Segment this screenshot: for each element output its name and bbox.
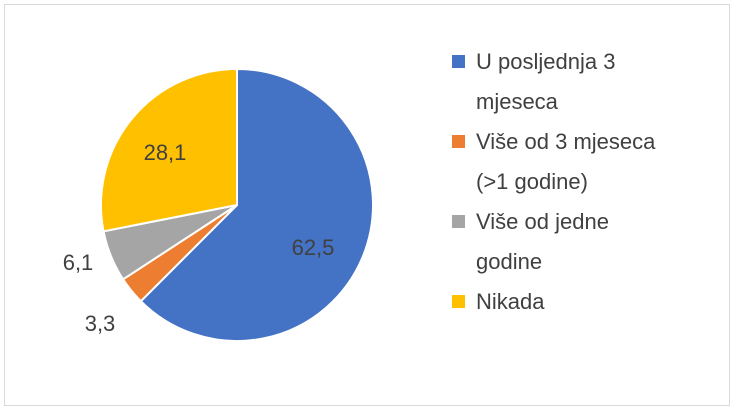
legend-label: Više od jedne <box>476 209 609 234</box>
legend-swatch <box>452 295 465 308</box>
legend-label: U posljednja 3 <box>476 49 616 74</box>
legend-item-more-than-3-months: Više od 3 mjeseca (>1 godine) <box>452 122 732 202</box>
legend-swatch <box>452 215 465 228</box>
data-label: 62,5 <box>292 235 335 260</box>
legend-label-continued: godine <box>476 249 543 274</box>
legend-label: Više od 3 mjeseca <box>476 129 656 154</box>
legend-label-continued: mjeseca <box>476 89 558 114</box>
data-label: 6,1 <box>63 250 94 275</box>
data-label: 28,1 <box>144 140 187 165</box>
legend-item-never: Nikada <box>452 282 732 322</box>
legend-item-last-3-months: U posljednja 3 mjeseca <box>452 42 732 122</box>
legend-label: Nikada <box>476 289 545 314</box>
legend-swatch <box>452 135 465 148</box>
pie-slice-last-3-months <box>139 67 374 342</box>
legend-item-more-than-one-year: Više od jedne godine <box>452 202 732 282</box>
legend-label-continued: (>1 godine) <box>476 169 588 194</box>
legend: U posljednja 3 mjeseca Više od 3 mjeseca… <box>452 42 732 322</box>
legend-swatch <box>452 55 465 68</box>
pie-slice-never <box>100 67 238 233</box>
data-label: 3,3 <box>85 311 116 336</box>
